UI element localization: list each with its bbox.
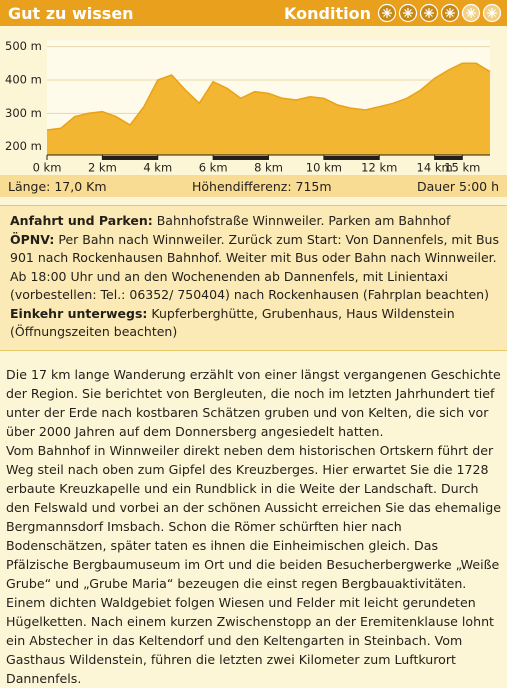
info-label: Anfahrt und Parken: xyxy=(10,213,153,228)
info-item: Anfahrt und Parken: Bahnhofstraße Winnwe… xyxy=(10,212,499,231)
duration: Dauer 5:00 h xyxy=(417,178,499,194)
x-tick-label: 0 km xyxy=(33,161,62,175)
header: Gut zu wissen Kondition xyxy=(0,0,507,26)
y-tick-label: 200 m xyxy=(5,139,42,153)
info-item: ÖPNV: Per Bahn nach Winnweiler. Zurück z… xyxy=(10,231,499,268)
kondition-label: Kondition xyxy=(284,3,371,23)
x-tick-label: 10 km xyxy=(306,161,342,175)
info-text: Kupferberghütte, Grubenhaus, Haus Wilden… xyxy=(10,305,455,340)
x-tick-label: 15 km xyxy=(444,161,480,175)
info-label: Einkehr unterwegs: xyxy=(10,305,148,321)
info-label: ÖPNV: xyxy=(10,231,55,247)
length: Länge: 17,0 Km xyxy=(8,178,107,194)
rating xyxy=(377,3,501,23)
y-tick-label: 300 m xyxy=(5,106,42,120)
info-box: Anfahrt und Parken: Bahnhofstraße Winnwe… xyxy=(0,205,507,351)
paragraph: Vom Bahnhof in Winnweiler direkt neben d… xyxy=(6,442,501,686)
scale-bar xyxy=(434,156,463,160)
x-tick-label: 14 km xyxy=(417,161,453,175)
x-tick-label: 2 km xyxy=(88,161,117,175)
scale-bar xyxy=(323,156,380,160)
elevation: Höhendifferenz: 715m xyxy=(192,178,332,194)
scale-bar xyxy=(213,156,269,160)
y-tick-label: 400 m xyxy=(5,73,42,87)
rating-star xyxy=(403,8,413,18)
stats: Länge: 17,0 Km Höhendifferenz: 715m Daue… xyxy=(0,175,507,197)
info-text: Per Bahn nach Winnweiler. Zurück zum Sta… xyxy=(10,231,499,266)
x-tick-label: 6 km xyxy=(199,161,228,175)
y-tick-label: 500 m xyxy=(5,39,42,53)
area xyxy=(47,63,490,155)
scale-bar xyxy=(102,156,158,160)
rating-star xyxy=(445,8,455,18)
x-tick-label: 12 km xyxy=(361,161,397,175)
rating-star xyxy=(466,8,476,18)
x-tick-label: 4 km xyxy=(143,161,172,175)
info-text: Ab 18:00 Uhr und an den Wochenenden ab D… xyxy=(10,268,489,303)
body-text: Die 17 km lange Wanderung erzählt von ei… xyxy=(0,351,507,688)
area-line xyxy=(46,62,491,131)
x-tick-label: 8 km xyxy=(254,161,283,175)
paragraph: Die 17 km lange Wanderung erzählt von ei… xyxy=(6,366,501,439)
info-text: Bahnhofstraße Winnweiler. Parken am Bahn… xyxy=(156,213,451,228)
kondition: Kondition xyxy=(284,3,501,23)
elevation-chart: 500 m 400 m 300 m 200 m 0 km 2 km 4 km 6 km 8 km… xyxy=(0,26,507,175)
rating-star xyxy=(487,8,497,18)
rating-star xyxy=(382,8,392,18)
info-item: Ab 18:00 Uhr und an den Wochenenden ab D… xyxy=(10,268,499,305)
rating-star xyxy=(424,8,434,18)
info-item: Einkehr unterwegs: Kupferberghütte, Grub… xyxy=(10,305,499,342)
title: Gut zu wissen xyxy=(8,3,134,23)
